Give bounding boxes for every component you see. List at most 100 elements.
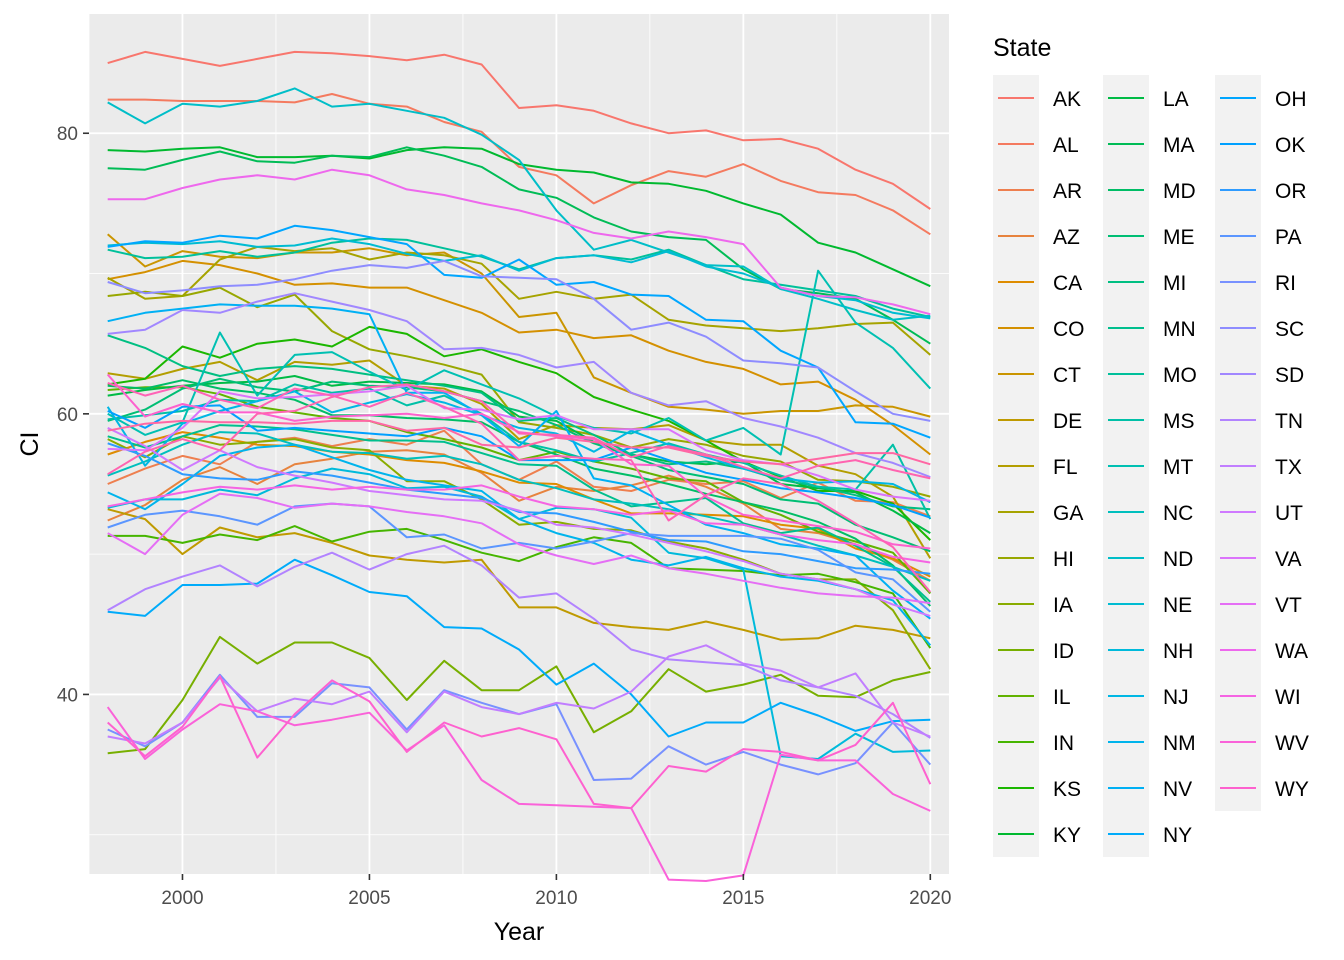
- legend-label: NE: [1163, 594, 1192, 617]
- legend-items: AK AL AR AZ CA CO CT DE FL GA HI IA ID IL IN KS KY LA MA MD…: [993, 75, 1309, 857]
- x-tick-label: 2015: [722, 888, 764, 909]
- legend-label: DE: [1053, 410, 1082, 433]
- legend-label: WV: [1275, 732, 1309, 755]
- series-line: [107, 259, 931, 456]
- legend-label: NM: [1163, 732, 1196, 755]
- legend-label: WY: [1275, 778, 1309, 801]
- series-lines: [106, 50, 932, 882]
- legend-label: NC: [1163, 502, 1193, 525]
- x-tick-label: 2010: [535, 888, 577, 909]
- legend-label: NH: [1163, 640, 1193, 663]
- legend-label: AK: [1053, 88, 1081, 111]
- series-line: [107, 558, 931, 738]
- legend-label: MI: [1163, 272, 1186, 295]
- series-line: [107, 431, 931, 582]
- series-line: [107, 427, 931, 617]
- y-tick-label: 80: [57, 124, 78, 145]
- legend-label: RI: [1275, 272, 1296, 295]
- legend-label: OR: [1275, 180, 1307, 203]
- legend-label: HI: [1053, 548, 1074, 571]
- legend-label: NV: [1163, 778, 1192, 801]
- series-line: [107, 675, 932, 810]
- legend-label: IA: [1053, 594, 1073, 617]
- series-line: [107, 168, 931, 316]
- legend-label: KY: [1053, 824, 1081, 847]
- legend-label: PA: [1275, 226, 1301, 249]
- legend-label: NY: [1163, 824, 1192, 847]
- series-line: [107, 245, 931, 356]
- series-line: [107, 442, 931, 575]
- series-line: [107, 443, 932, 646]
- legend-label: CA: [1053, 272, 1082, 295]
- series-line: [106, 373, 931, 550]
- series-line: [107, 484, 931, 564]
- legend-label: AL: [1053, 134, 1079, 157]
- legend-title: State: [993, 34, 1051, 62]
- legend-label: ND: [1163, 548, 1193, 571]
- legend-label: SC: [1275, 318, 1304, 341]
- legend-label: OK: [1275, 134, 1305, 157]
- legend-label: SD: [1275, 364, 1304, 387]
- legend-label: GA: [1053, 502, 1083, 525]
- series-line: [107, 93, 931, 236]
- series-line: [107, 544, 931, 739]
- legend-label: WA: [1275, 640, 1308, 663]
- series-line: [107, 87, 931, 321]
- legend-label: CT: [1053, 364, 1081, 387]
- legend-key-background: [1215, 75, 1261, 811]
- series-line: [107, 383, 931, 480]
- x-axis: 2000 2005 2010 2015 2020: [161, 874, 951, 909]
- legend-label: IL: [1053, 686, 1071, 709]
- series-line: [107, 224, 931, 439]
- legend-label: MT: [1163, 456, 1193, 479]
- legend-label: IN: [1053, 732, 1074, 755]
- legend: State AK AL AR AZ CA CO CT DE FL GA HI IA ID IL IN KS KY…: [993, 34, 1309, 857]
- legend-label: AR: [1053, 180, 1082, 203]
- legend-label: WI: [1275, 686, 1301, 709]
- legend-label: CO: [1053, 318, 1085, 341]
- legend-label: NJ: [1163, 686, 1189, 709]
- legend-label: LA: [1163, 88, 1189, 111]
- y-axis: 40 60 80: [57, 124, 89, 706]
- series-line: [107, 375, 931, 534]
- legend-label: ID: [1053, 640, 1074, 663]
- series-line: [106, 703, 931, 882]
- legend-label: KS: [1053, 778, 1081, 801]
- x-tick-label: 2020: [909, 888, 951, 909]
- series-line: [107, 334, 931, 511]
- legend-label: TN: [1275, 410, 1303, 433]
- series-line: [107, 237, 931, 318]
- y-axis-title: CI: [16, 432, 44, 457]
- legend-label: ME: [1163, 226, 1195, 249]
- legend-label: MN: [1163, 318, 1196, 341]
- legend-label: TX: [1275, 456, 1302, 479]
- y-tick-label: 60: [57, 405, 78, 426]
- series-line: [107, 269, 932, 456]
- series-line: [107, 508, 931, 641]
- x-tick-label: 2000: [161, 888, 203, 909]
- series-line: [107, 50, 931, 210]
- legend-label: MS: [1163, 410, 1195, 433]
- series-line: [107, 259, 931, 422]
- series-line: [107, 502, 931, 613]
- series-line: [107, 384, 931, 502]
- legend-label: MA: [1163, 134, 1195, 157]
- x-axis-title: Year: [494, 918, 545, 946]
- legend-label: UT: [1275, 502, 1303, 525]
- series-line: [107, 382, 932, 593]
- series-line: [107, 492, 931, 605]
- series-line: [107, 146, 931, 288]
- legend-label: VT: [1275, 594, 1302, 617]
- series-line: [107, 377, 931, 553]
- series-line: [107, 644, 931, 745]
- legend-label: AZ: [1053, 226, 1080, 249]
- series-line: [107, 292, 931, 478]
- legend-label: MD: [1163, 180, 1196, 203]
- x-tick-label: 2005: [348, 888, 390, 909]
- legend-label: FL: [1053, 456, 1078, 479]
- legend-label: OH: [1275, 88, 1307, 111]
- legend-label: VA: [1275, 548, 1301, 571]
- series-line: [107, 233, 931, 418]
- legend-label: MO: [1163, 364, 1197, 387]
